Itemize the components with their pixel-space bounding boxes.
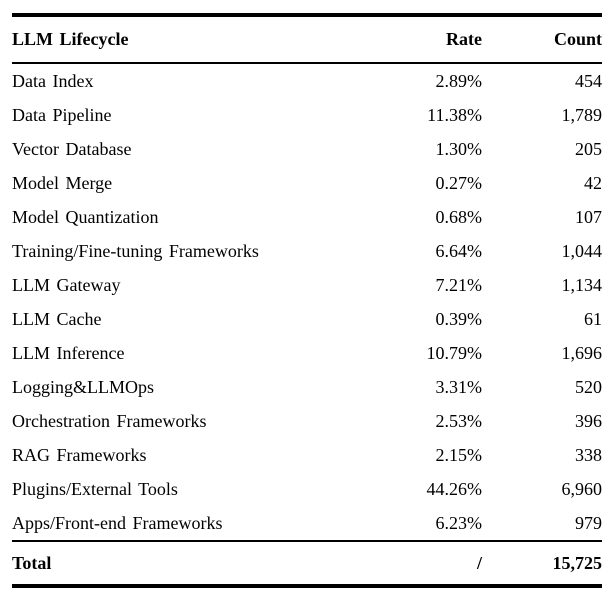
col-header-lifecycle: LLM Lifecycle: [12, 15, 342, 64]
row-label: Model Merge: [12, 172, 113, 193]
row-rate: 2.53%: [435, 410, 483, 431]
table-row: Logging&LLMOps 3.31% 520: [12, 370, 602, 404]
row-count: 107: [575, 206, 602, 227]
row-rate: 0.27%: [435, 172, 483, 193]
row-count: 979: [575, 512, 602, 533]
table-row: Training/Fine-tuning Frameworks 6.64% 1,…: [12, 234, 602, 268]
table-row: LLM Cache 0.39% 61: [12, 302, 602, 336]
row-label: Model Quantization: [12, 206, 159, 227]
row-rate: 6.64%: [435, 240, 483, 261]
row-rate: 0.39%: [435, 308, 483, 329]
table-body: Data Index 2.89% 454 Data Pipeline 11.38…: [12, 63, 602, 541]
row-rate: 0.68%: [435, 206, 483, 227]
row-rate: 7.21%: [435, 274, 483, 295]
row-count: 42: [584, 172, 602, 193]
total-rate: /: [342, 540, 482, 586]
table-row: Model Quantization 0.68% 107: [12, 200, 602, 234]
row-rate: 2.89%: [435, 70, 483, 91]
row-label: Orchestration Frameworks: [12, 410, 207, 431]
total-label: Total: [12, 540, 342, 586]
row-count: 338: [575, 444, 602, 465]
col-header-count: Count: [482, 15, 602, 64]
row-count: 454: [575, 70, 602, 91]
table-row: Data Index 2.89% 454: [12, 63, 602, 98]
row-label: Training/Fine-tuning Frameworks: [12, 240, 259, 261]
row-count: 6,960: [561, 478, 603, 499]
col-header-rate: Rate: [342, 15, 482, 64]
row-count: 205: [575, 138, 602, 159]
row-rate: 11.38%: [427, 104, 482, 125]
total-count: 15,725: [482, 540, 602, 586]
table-footer: Total / 15,725: [12, 540, 602, 586]
table-row: RAG Frameworks 2.15% 338: [12, 438, 602, 472]
table-row: LLM Inference 10.79% 1,696: [12, 336, 602, 370]
table-row: Model Merge 0.27% 42: [12, 166, 602, 200]
table-row: Apps/Front-end Frameworks 6.23% 979: [12, 506, 602, 541]
row-count: 1,134: [561, 274, 603, 295]
table-row: Orchestration Frameworks 2.53% 396: [12, 404, 602, 438]
row-label: LLM Inference: [12, 342, 125, 363]
row-rate: 10.79%: [426, 342, 483, 363]
row-count: 1,696: [561, 342, 603, 363]
row-label: Vector Database: [12, 138, 132, 159]
llm-lifecycle-table: LLM Lifecycle Rate Count Data Index 2.89…: [12, 13, 602, 588]
row-count: 396: [575, 410, 602, 431]
row-label: Logging&LLMOps: [12, 376, 154, 397]
row-label: Data Index: [12, 70, 94, 91]
table-row: LLM Gateway 7.21% 1,134: [12, 268, 602, 302]
row-label: RAG Frameworks: [12, 444, 147, 465]
row-count: 520: [575, 376, 602, 397]
row-count: 1,789: [561, 104, 603, 125]
row-rate: 6.23%: [435, 512, 483, 533]
total-row: Total / 15,725: [12, 540, 602, 586]
row-label: Apps/Front-end Frameworks: [12, 512, 223, 533]
row-label: LLM Gateway: [12, 274, 121, 295]
row-label: Plugins/External Tools: [12, 478, 178, 499]
table-row: Plugins/External Tools 44.26% 6,960: [12, 472, 602, 506]
row-label: Data Pipeline: [12, 104, 112, 125]
row-count: 1,044: [561, 240, 603, 261]
row-rate: 44.26%: [426, 478, 483, 499]
row-label: LLM Cache: [12, 308, 102, 329]
table-row: Vector Database 1.30% 205: [12, 132, 602, 166]
table-header: LLM Lifecycle Rate Count: [12, 15, 602, 64]
table-row: Data Pipeline 11.38% 1,789: [12, 98, 602, 132]
row-rate: 2.15%: [435, 444, 483, 465]
header-row: LLM Lifecycle Rate Count: [12, 15, 602, 64]
row-count: 61: [584, 308, 602, 329]
row-rate: 1.30%: [435, 138, 483, 159]
row-rate: 3.31%: [435, 376, 483, 397]
